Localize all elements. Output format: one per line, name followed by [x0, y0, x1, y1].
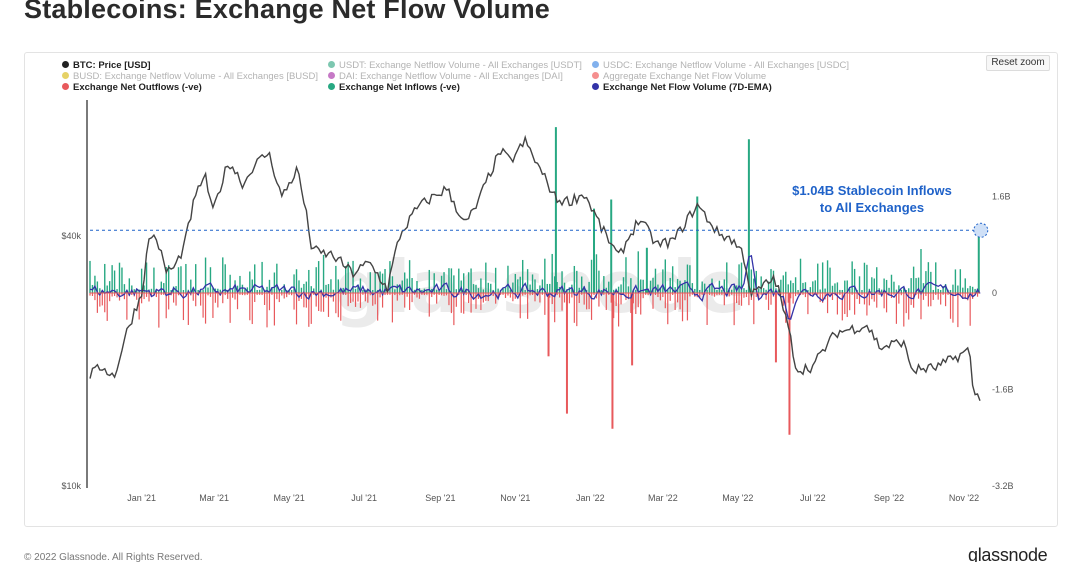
x-tick-label: Jan '21 [127, 493, 156, 503]
x-tick-label: Nov '22 [949, 493, 979, 503]
legend-item-3[interactable]: USDC: Exchange Netflow Volume - All Exch… [592, 60, 849, 71]
flow-bars [89, 127, 980, 435]
x-tick-label: Mar '21 [199, 493, 229, 503]
y-right-tick-label: 0 [992, 288, 997, 298]
x-tick-label: May '22 [722, 493, 753, 503]
legend-item-6[interactable]: Aggregate Exchange Net Flow Volume [592, 71, 766, 82]
y-right-tick-label: 1.6B [992, 192, 1011, 202]
annotation-marker [973, 222, 989, 238]
ema-line-group [89, 254, 981, 320]
legend-item-1[interactable]: BTC: Price [USD] [62, 60, 151, 71]
y-right-tick-label: -1.6B [992, 385, 1014, 395]
x-tick-label: Jul '22 [800, 493, 826, 503]
btc-price-line [89, 134, 981, 402]
x-tick-label: Mar '22 [648, 493, 678, 503]
legend-dot [592, 83, 599, 90]
x-tick-label: May '21 [274, 493, 305, 503]
legend-item-7[interactable]: Exchange Net Outflows (-ve) [62, 82, 202, 93]
legend-item-4[interactable]: BUSD: Exchange Netflow Volume - All Exch… [62, 71, 318, 82]
legend-label: Exchange Net Flow Volume (7D-EMA) [603, 82, 772, 93]
legend-dot [592, 61, 599, 68]
axes: Jan '21 Mar '21 May '21 Jul '21 Sep '21 Nov '… [61, 100, 1014, 503]
x-tick-label: Sep '22 [874, 493, 904, 503]
legend-dot [592, 72, 599, 79]
x-tick-label: Jan '22 [576, 493, 605, 503]
legend-dot [328, 72, 335, 79]
legend-label: Aggregate Exchange Net Flow Volume [603, 71, 767, 82]
legend-dot [62, 72, 69, 79]
reset-zoom-button[interactable]: Reset zoom [986, 55, 1050, 71]
legend-label: DAI: Exchange Netflow Volume - All Excha… [339, 71, 563, 82]
legend-item-2[interactable]: USDT: Exchange Netflow Volume - All Exch… [328, 60, 582, 71]
legend-dot [62, 83, 69, 90]
chart-legend: BTC: Price [USD] USDT: Exchange Netflow V… [62, 60, 962, 96]
legend-label: USDC: Exchange Netflow Volume - All Exch… [603, 60, 850, 71]
legend-dot [328, 83, 335, 90]
y-left-tick-label: $40k [61, 231, 81, 241]
price-line-group [89, 134, 981, 402]
annotation-line1: $1.04B Stablecoin Inflows [792, 183, 952, 198]
annotation-line2: to All Exchanges [820, 200, 924, 215]
legend-label: BTC: Price [USD] [73, 60, 151, 71]
legend-dot [328, 61, 335, 68]
legend-dot [62, 61, 69, 68]
x-tick-label: Jul '21 [351, 493, 377, 503]
legend-item-5[interactable]: DAI: Exchange Netflow Volume - All Excha… [328, 71, 563, 82]
x-tick-label: Sep '21 [425, 493, 455, 503]
page-title: Stablecoins: Exchange Net Flow Volume [24, 0, 551, 24]
x-tick-label: Nov '21 [500, 493, 530, 503]
y-left-tick-label: $10k [61, 481, 81, 491]
legend-label: USDT: Exchange Netflow Volume - All Exch… [339, 60, 582, 71]
legend-item-8[interactable]: Exchange Net Inflows (-ve) [328, 82, 460, 93]
brand-logo: glassnode [968, 545, 1048, 562]
legend-item-9[interactable]: Exchange Net Flow Volume (7D-EMA) [592, 82, 772, 93]
y-right-tick-label: -3.2B [992, 481, 1014, 491]
legend-label: Exchange Net Outflows (-ve) [73, 82, 202, 93]
annotation-group: $1.04B Stablecoin Inflows to All Exchang… [90, 183, 989, 238]
copyright-text: © 2022 Glassnode. All Rights Reserved. [24, 552, 203, 562]
legend-label: Exchange Net Inflows (-ve) [339, 82, 460, 93]
ema-line [89, 254, 981, 320]
legend-label: BUSD: Exchange Netflow Volume - All Exch… [73, 71, 319, 82]
